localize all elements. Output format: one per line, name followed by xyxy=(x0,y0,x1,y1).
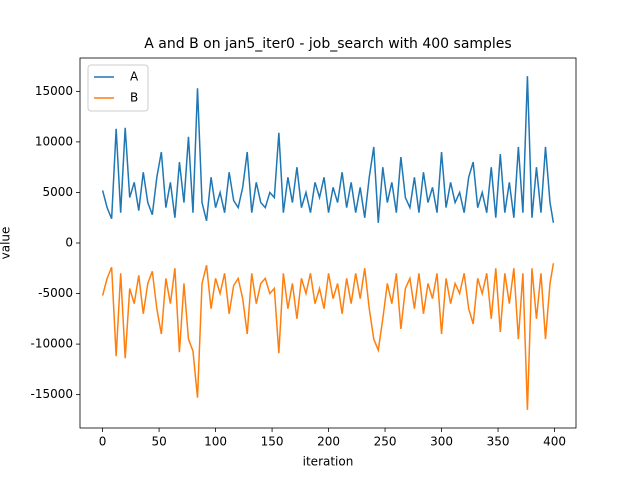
y-tick-label: -5000 xyxy=(38,286,73,300)
data-line xyxy=(101,263,555,410)
data-line xyxy=(101,76,555,223)
y-tick-label: 10000 xyxy=(35,134,73,148)
y-tick-label: 15000 xyxy=(35,84,73,98)
x-tick-label: 250 xyxy=(374,435,397,449)
y-tick-label: -15000 xyxy=(30,387,73,401)
chart-title: A and B on jan5_iter0 - job_search with … xyxy=(144,36,511,52)
x-tick-label: 0 xyxy=(99,435,107,449)
x-tick-label: 50 xyxy=(151,435,166,449)
x-tick-label: 100 xyxy=(204,435,227,449)
y-tick-label: 5000 xyxy=(42,185,73,199)
x-tick-label: 200 xyxy=(317,435,340,449)
x-tick-label: 300 xyxy=(430,435,453,449)
x-tick-label: 350 xyxy=(487,435,510,449)
legend-label: A xyxy=(130,70,139,84)
x-tick-label: 150 xyxy=(261,435,284,449)
y-tick-label: 0 xyxy=(65,236,73,250)
y-axis-label: value xyxy=(0,227,13,260)
x-axis-label: iteration xyxy=(303,455,354,469)
legend-label: B xyxy=(130,91,138,105)
legend-box xyxy=(87,64,149,112)
y-tick-label: -10000 xyxy=(30,337,73,351)
x-tick-label: 400 xyxy=(543,435,566,449)
